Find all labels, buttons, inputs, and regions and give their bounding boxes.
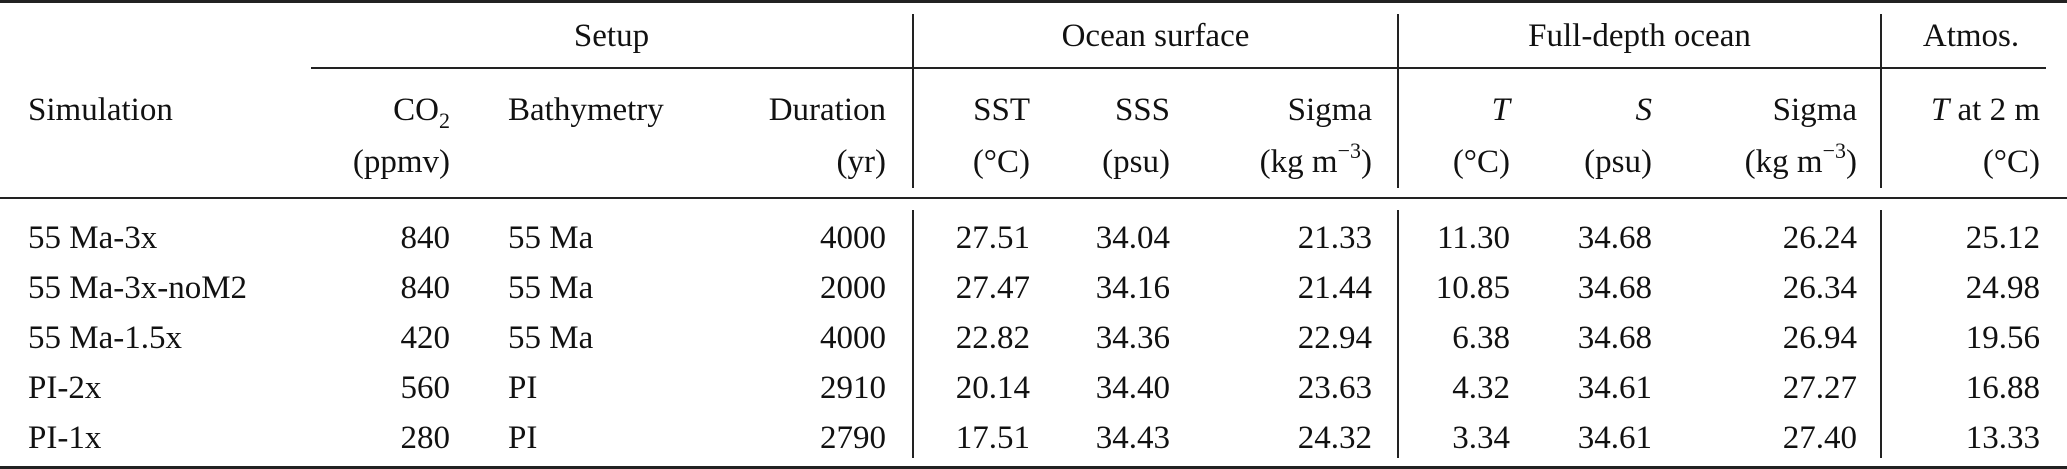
col-header-sigma-surface: Sigma <box>1287 92 1372 128</box>
cell-simulation: 55 Ma-3x-noM2 <box>28 270 248 306</box>
cell-bathymetry: PI <box>508 420 538 456</box>
cell-duration: 2790 <box>820 420 886 456</box>
cell-s-full: 34.68 <box>1577 320 1652 356</box>
group-header-ocean-surface: Ocean surface <box>1061 18 1250 54</box>
cell-sst: 27.47 <box>955 270 1030 306</box>
separator-ocean-fulldepth <box>1397 14 1399 188</box>
cell-t-full: 3.34 <box>1452 420 1510 456</box>
col-header-sss: SSS <box>1114 92 1170 128</box>
cell-simulation: PI-2x <box>28 370 102 406</box>
cell-sigma-full: 27.40 <box>1782 420 1857 456</box>
cell-sss: 34.04 <box>1095 220 1170 256</box>
unit-sss: (psu) <box>1102 144 1170 180</box>
unit-co2: (ppmv) <box>352 144 450 180</box>
col-header-t-full: T <box>1491 92 1510 128</box>
cell-co2: 840 <box>400 270 451 306</box>
unit-t-full: (°C) <box>1452 144 1510 180</box>
header-bottom-rule <box>0 197 2067 199</box>
cell-s-full: 34.61 <box>1577 370 1652 406</box>
unit-sigma-full: (kg m−3) <box>1744 138 1857 181</box>
group-header-full-depth: Full-depth ocean <box>1528 18 1751 54</box>
cell-s-full: 34.68 <box>1577 270 1652 306</box>
top-rule <box>0 0 2067 3</box>
cell-sst: 22.82 <box>955 320 1030 356</box>
col-header-s-full: S <box>1635 92 1653 128</box>
cell-sigma-surface: 22.94 <box>1297 320 1372 356</box>
group-header-setup: Setup <box>573 18 650 54</box>
cell-sst: 27.51 <box>955 220 1030 256</box>
cell-t-full: 4.32 <box>1452 370 1510 406</box>
separator-setup-ocean-body <box>912 210 914 458</box>
unit-sst: (°C) <box>972 144 1030 180</box>
col-header-sigma-full: Sigma <box>1772 92 1857 128</box>
cell-t-full: 6.38 <box>1452 320 1510 356</box>
separator-setup-ocean <box>912 14 914 188</box>
cell-sigma-full: 26.94 <box>1782 320 1857 356</box>
cell-sigma-full: 26.24 <box>1782 220 1857 256</box>
cell-duration: 2910 <box>820 370 886 406</box>
cell-atm-t: 13.33 <box>1965 420 2040 456</box>
cell-duration: 4000 <box>820 320 886 356</box>
col-header-co2: CO2 <box>393 92 450 133</box>
cell-co2: 840 <box>400 220 451 256</box>
cell-sst: 20.14 <box>955 370 1030 406</box>
group-rule <box>311 67 2046 69</box>
cell-duration: 4000 <box>820 220 886 256</box>
cell-co2: 560 <box>400 370 451 406</box>
cell-t-full: 10.85 <box>1435 270 1510 306</box>
separator-fulldepth-atmos <box>1880 14 1882 188</box>
cell-sigma-surface: 23.63 <box>1297 370 1372 406</box>
unit-s-full: (psu) <box>1584 144 1652 180</box>
cell-sigma-full: 26.34 <box>1782 270 1857 306</box>
bottom-rule <box>0 466 2067 469</box>
col-header-atm-t: T at 2 m <box>1930 92 2040 128</box>
cell-atm-t: 16.88 <box>1965 370 2040 406</box>
cell-co2: 280 <box>400 420 451 456</box>
cell-sigma-full: 27.27 <box>1782 370 1857 406</box>
cell-simulation: 55 Ma-3x <box>28 220 158 256</box>
cell-simulation: 55 Ma-1.5x <box>28 320 182 356</box>
separator-fulldepth-atmos-body <box>1880 210 1882 458</box>
col-header-bathymetry: Bathymetry <box>508 92 664 128</box>
unit-duration: (yr) <box>836 144 886 180</box>
cell-bathymetry: 55 Ma <box>508 270 594 306</box>
cell-s-full: 34.61 <box>1577 420 1652 456</box>
cell-sss: 34.43 <box>1095 420 1170 456</box>
cell-duration: 2000 <box>820 270 886 306</box>
cell-bathymetry: 55 Ma <box>508 220 594 256</box>
cell-sss: 34.40 <box>1095 370 1170 406</box>
cell-bathymetry: PI <box>508 370 538 406</box>
cell-t-full: 11.30 <box>1436 220 1510 256</box>
cell-simulation: PI-1x <box>28 420 102 456</box>
unit-sigma-surface: (kg m−3) <box>1259 138 1372 181</box>
cell-sigma-surface: 24.32 <box>1297 420 1372 456</box>
col-header-sst: SST <box>973 92 1030 128</box>
cell-atm-t: 25.12 <box>1965 220 2040 256</box>
cell-sigma-surface: 21.44 <box>1297 270 1372 306</box>
col-header-simulation: Simulation <box>28 92 173 128</box>
col-header-duration: Duration <box>768 92 886 128</box>
cell-s-full: 34.68 <box>1577 220 1652 256</box>
separator-ocean-fulldepth-body <box>1397 210 1399 458</box>
cell-atm-t: 19.56 <box>1965 320 2040 356</box>
cell-co2: 420 <box>400 320 451 356</box>
cell-sss: 34.16 <box>1095 270 1170 306</box>
cell-atm-t: 24.98 <box>1965 270 2040 306</box>
cell-sss: 34.36 <box>1095 320 1170 356</box>
cell-sst: 17.51 <box>955 420 1030 456</box>
group-header-atmos: Atmos. <box>1922 18 2020 54</box>
cell-bathymetry: 55 Ma <box>508 320 594 356</box>
cell-sigma-surface: 21.33 <box>1297 220 1372 256</box>
unit-atm-t: (°C) <box>1982 144 2040 180</box>
